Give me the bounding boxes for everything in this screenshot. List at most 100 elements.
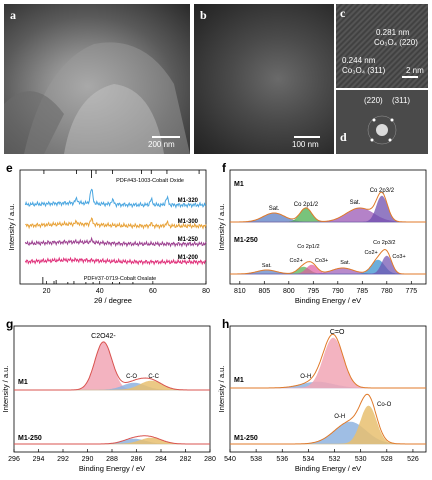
- panel-label: f: [222, 161, 227, 175]
- peak-label: Sat.: [350, 200, 361, 206]
- peak-label: C=O: [330, 329, 345, 336]
- sample-label: M1-250: [234, 237, 258, 244]
- hrtem-image-c: c 0.281 nm Co₃O₄ (220) 0.244 nm Co₃O₄ (3…: [336, 4, 428, 88]
- x-tick-label: 530: [355, 456, 367, 463]
- x-tick-label: 526: [407, 456, 419, 463]
- peak-label: Sat.: [262, 263, 272, 269]
- sample-label: M1: [234, 377, 244, 384]
- y-axis-label: Intensity / a.u.: [217, 204, 226, 251]
- panel-label-a: a: [10, 8, 16, 22]
- x-tick-label: 294: [33, 456, 45, 463]
- fit-peak: [14, 341, 210, 391]
- y-axis-label: Intensity / a.u.: [1, 366, 10, 413]
- panel-label: h: [222, 317, 229, 331]
- x-tick-label: 785: [356, 288, 368, 295]
- plot-frame: [229, 169, 427, 285]
- series-line: [24, 188, 207, 209]
- x-tick-label: 795: [307, 288, 319, 295]
- x-tick-label: 775: [405, 288, 417, 295]
- envelope-line: [230, 248, 426, 275]
- x-tick-label: 538: [250, 456, 262, 463]
- fft-spot-220: (220): [364, 96, 383, 105]
- series-line: [24, 256, 207, 266]
- fit-peak: [230, 421, 426, 445]
- peak-label: Co3+: [392, 254, 405, 260]
- x-tick-label: 532: [329, 456, 341, 463]
- envelope-line: [230, 333, 426, 389]
- peak-label: Sat.: [340, 260, 350, 266]
- peak-label: O-H: [334, 414, 345, 420]
- peak-label: C2O42-: [91, 333, 116, 340]
- envelope-line: [14, 341, 210, 391]
- panel-label-b: b: [200, 8, 207, 22]
- envelope-line: [14, 435, 210, 445]
- y-axis-label: Intensity / a.u.: [7, 204, 16, 251]
- x-tick-label: 286: [131, 456, 143, 463]
- peak-label: Co 2p3/2: [373, 240, 395, 246]
- x-tick-label: 780: [381, 288, 393, 295]
- x-axis-label: 2θ / degree: [94, 296, 132, 305]
- x-tick-label: 805: [258, 288, 270, 295]
- fft-image-d: d (220) (311): [336, 90, 428, 154]
- sem-image-a: a 200 nm: [4, 4, 190, 154]
- sample-label: M1-250: [18, 435, 42, 442]
- panel-label-d: d: [340, 130, 347, 144]
- x-tick-label: 292: [57, 456, 69, 463]
- scale-bar-b: [294, 136, 320, 138]
- peak-label: Sat.: [269, 206, 280, 212]
- panel-label: g: [6, 317, 13, 331]
- scale-bar-a: [152, 136, 180, 138]
- sem-texture: [4, 42, 190, 154]
- xps-o1s-chart-h: 540 538 536 534 532 530 528 526 Binding Energy /…: [217, 317, 427, 473]
- peak-label: C-O: [126, 374, 137, 380]
- series-line: [24, 236, 207, 248]
- plot-frame: [229, 325, 427, 453]
- xps-co2p-chart-f: 810 805 800 795 790 785 780 775 Binding Energy /…: [217, 161, 427, 305]
- x-tick-label: 296: [8, 456, 20, 463]
- y-axis-label: Intensity / a.u.: [217, 366, 226, 413]
- x-tick-label: 280: [204, 456, 216, 463]
- sample-label: M1: [18, 379, 28, 386]
- series-line: [25, 217, 207, 230]
- scale-text-a: 200 nm: [148, 140, 175, 149]
- fit-peak: [230, 337, 426, 389]
- envelope-line: [230, 393, 426, 445]
- panel-label-c: c: [340, 6, 346, 20]
- x-tick-label: 800: [283, 288, 295, 295]
- scale-text-b: 100 nm: [292, 140, 319, 149]
- ref-label-bottom: PDF#37-0719-Cobalt Oxalate: [84, 276, 156, 282]
- peak-label: Co2+: [289, 258, 302, 264]
- x-tick-label: 790: [332, 288, 344, 295]
- envelope-line: [230, 191, 426, 223]
- scale-bar-c: [402, 76, 418, 78]
- lattice-d2: 0.244 nm: [342, 56, 376, 65]
- fft-spots: [367, 115, 397, 145]
- xrd-chart-e: 20 40 60 80 2θ / degree Intensity / a.u. e PDF#…: [6, 161, 210, 305]
- x-axis-label: Binding Energy / eV: [295, 296, 361, 305]
- x-tick-label: 80: [202, 288, 210, 295]
- x-tick-label: 534: [303, 456, 315, 463]
- peak-label: Co 2p3/2: [370, 188, 395, 194]
- xps-c1s-chart-g: 296 294 292 290 288 286 284 282 280 Binding Energ…: [1, 317, 216, 473]
- peak-label: O-H: [300, 374, 311, 380]
- x-axis-label: Binding Energy / eV: [295, 464, 361, 473]
- lattice-plane2: Co₃O₄ (311): [342, 66, 386, 75]
- tem-image-b: b 100 nm: [194, 4, 334, 154]
- x-tick-label: 282: [180, 456, 192, 463]
- sample-label: M1: [234, 181, 244, 188]
- x-tick-label: 540: [224, 456, 236, 463]
- x-tick-label: 290: [82, 456, 94, 463]
- x-tick-label: 528: [381, 456, 393, 463]
- peak-label: Co2+: [364, 250, 377, 256]
- lattice-plane1: Co₃O₄ (220): [374, 38, 418, 47]
- sample-label: M1-250: [234, 435, 258, 442]
- peak-label: Co 2p1/2: [297, 244, 319, 250]
- peak-label: C-C: [148, 374, 159, 380]
- x-tick-label: 284: [155, 456, 167, 463]
- panel-label: e: [6, 161, 13, 175]
- x-tick-label: 60: [149, 288, 157, 295]
- series-label: M1-250: [178, 237, 199, 243]
- peak-label: Co-O: [377, 402, 392, 408]
- lattice-d1: 0.281 nm: [376, 28, 410, 37]
- series-label: M1-320: [178, 198, 199, 204]
